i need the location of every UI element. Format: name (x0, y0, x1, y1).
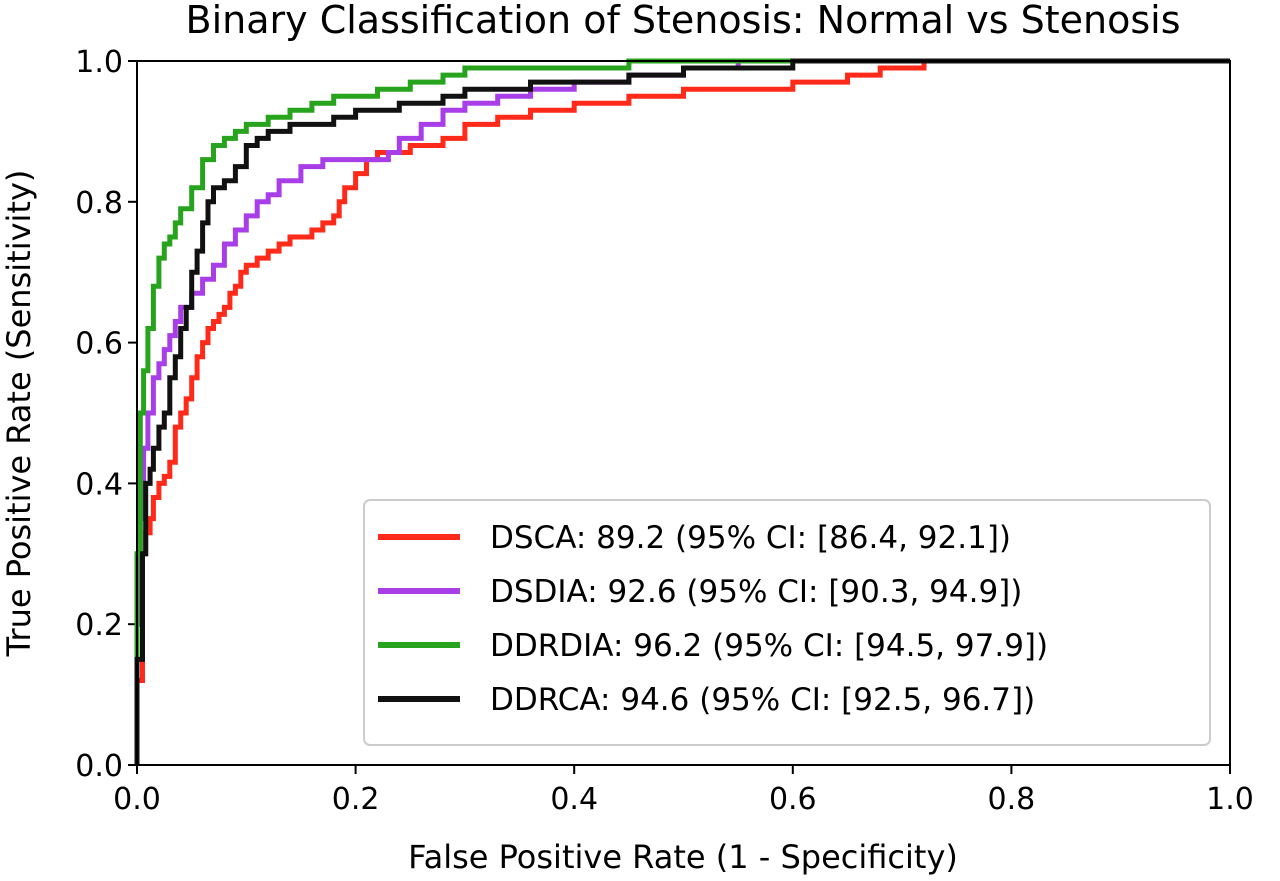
roc-series-line-3 (134, 58, 1230, 765)
plot-lines (134, 58, 1230, 765)
x-tick-label: 0.4 (550, 782, 598, 817)
plot-frame (136, 60, 1231, 766)
y-tick-label: 1.0 (75, 45, 123, 80)
roc-series-line-1 (134, 58, 1230, 765)
y-tick-label: 0.8 (75, 186, 123, 221)
roc-series-line-4 (134, 58, 1230, 765)
legend-box (363, 499, 1211, 746)
y-tick-label: 0.0 (75, 749, 123, 784)
y-tick-label: 0.6 (75, 327, 123, 362)
y-tick-label: 0.2 (75, 608, 123, 643)
legend-entry-4: DDRCA: 94.6 (95% CI: [92.5, 96.7]) (490, 682, 1035, 718)
legend-entry-2: DSDIA: 92.6 (95% CI: [90.3, 94.9]) (490, 574, 1022, 610)
axis-ticks: 0.0 0.2 0.4 0.6 0.8 1.0 0.0 0.2 0.4 0.6 0.8 1.0 (75, 45, 1254, 817)
chart-title: Binary Classification of Stenosis: Norma… (186, 0, 1181, 42)
x-tick-label: 0.0 (113, 782, 161, 817)
x-tick-label: 0.8 (988, 782, 1036, 817)
y-axis-label: True Positive Rate (Sensitivity) (0, 170, 38, 658)
legend: DSCA: 89.2 (95% CI: [86.4, 92.1]) DSDIA: … (363, 499, 1211, 746)
legend-entry-3: DDRDIA: 96.2 (95% CI: [94.5, 97.9]) (490, 628, 1048, 664)
x-tick-label: 0.2 (332, 782, 380, 817)
x-tick-label: 1.0 (1206, 782, 1254, 817)
y-tick-label: 0.4 (75, 467, 123, 502)
legend-entry-1: DSCA: 89.2 (95% CI: [86.4, 92.1]) (490, 520, 1011, 556)
x-axis-label: False Positive Rate (1 - Specificity) (408, 838, 958, 876)
x-tick-label: 0.6 (769, 782, 817, 817)
